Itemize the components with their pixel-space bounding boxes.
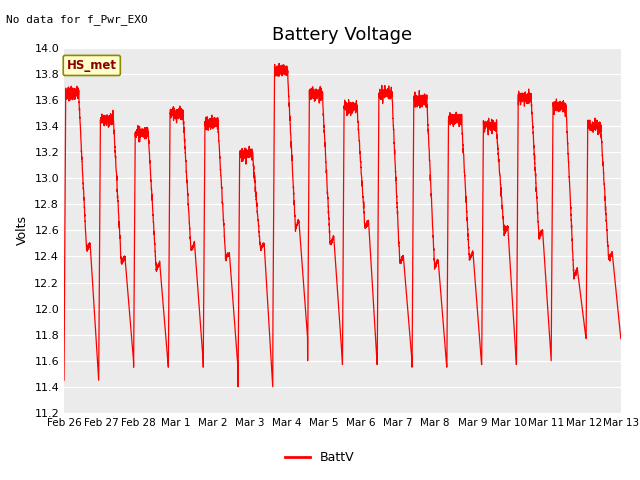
Y-axis label: Volts: Volts	[16, 216, 29, 245]
Legend: BattV: BattV	[280, 446, 360, 469]
Text: No data for f_Pwr_EXO: No data for f_Pwr_EXO	[6, 14, 148, 25]
Text: HS_met: HS_met	[67, 59, 116, 72]
Title: Battery Voltage: Battery Voltage	[273, 25, 412, 44]
